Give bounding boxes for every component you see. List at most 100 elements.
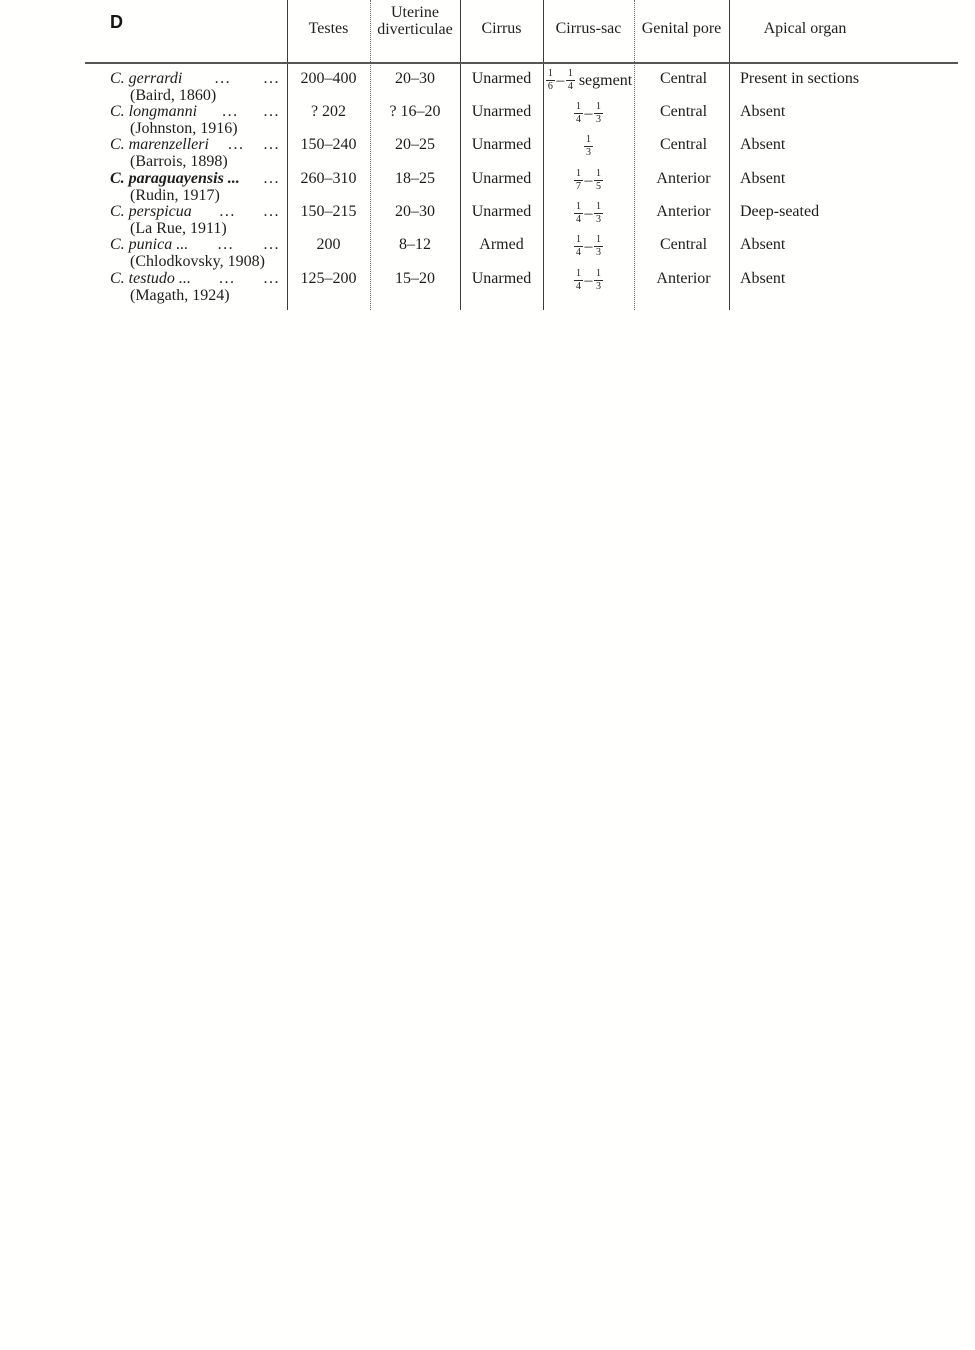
header-uterine-diverticulae: Uterine diverticulae (377, 4, 453, 38)
header-apical-organ: Apical organ (763, 20, 847, 37)
table-row: C. marenzelleri...... (Barrois, 1898) 15… (0, 134, 975, 170)
cirrus-value: Unarmed (471, 70, 532, 87)
testes-value: 260–310 (300, 170, 357, 187)
species-name-text: C. paraguayensis ... (110, 170, 240, 187)
uterine-diverticulae-value: ? 16–20 (389, 103, 441, 120)
species-name-text: C. gerrardi (110, 70, 183, 87)
uterine-diverticulae-value: 8–12 (399, 236, 431, 253)
apical-organ-value: Absent (740, 170, 786, 187)
apical-organ-value: Absent (740, 236, 786, 253)
table-row: C. punica ......... (Chlodkovsky, 1908) … (0, 234, 975, 270)
apical-organ-value: Absent (740, 103, 786, 120)
species-authority: (Baird, 1860) (130, 86, 217, 104)
genital-pore-value: Central (659, 236, 708, 253)
cirrus-sac-value: 1 4–1 3 (543, 101, 634, 126)
fraction-range-dash: – (584, 238, 593, 256)
cirrus-sac-value: 1 4–1 3 (543, 234, 634, 259)
species-name-text: C. testudo ... (110, 270, 191, 287)
species-authority: (Barrois, 1898) (130, 152, 228, 170)
apical-organ-value: Absent (740, 136, 786, 153)
genital-pore-value: Central (659, 136, 708, 153)
cirrus-value: Unarmed (471, 136, 532, 153)
species-name-text: C. marenzelleri (110, 136, 209, 153)
testes-value: 150–215 (300, 203, 357, 220)
header-cirrus: Cirrus (481, 20, 522, 37)
species-authority: (Rudin, 1917) (130, 186, 220, 204)
leader-dots: ... (263, 70, 280, 87)
uterine-diverticulae-value: 18–25 (395, 170, 435, 187)
testes-value: ? 202 (310, 103, 347, 120)
cirrus-sac-value: 1 7–1 5 (543, 168, 634, 193)
species-name-cell: C. gerrardi...... (110, 70, 280, 87)
column-divider-solid (729, 0, 730, 310)
species-authority: (Chlodkovsky, 1908) (130, 252, 265, 270)
header-testes: Testes (308, 20, 349, 37)
column-divider-solid (460, 0, 461, 310)
column-divider-solid (543, 0, 544, 310)
genital-pore-value: Anterior (656, 170, 711, 187)
column-divider-dotted (370, 0, 371, 310)
uterine-diverticulae-value: 20–30 (395, 70, 435, 87)
species-name-text: C. punica ... (110, 236, 189, 253)
leader-dots: ... (217, 236, 235, 253)
species-name-text: C. perspicua (110, 203, 192, 220)
leader-dots: ... (263, 136, 280, 153)
genital-pore-value: Anterior (656, 270, 711, 287)
apical-organ-value: Deep-seated (740, 203, 820, 220)
uterine-diverticulae-value: 20–30 (395, 203, 435, 220)
page-label-d: D (110, 12, 124, 32)
header-rule (85, 62, 958, 64)
species-name-cell: C. punica ......... (110, 236, 280, 253)
cirrus-value: Unarmed (471, 170, 532, 187)
table-row: C. paraguayensis ...... (Rudin, 1917) 26… (0, 168, 975, 204)
uterine-diverticulae-value: 15–20 (395, 270, 435, 287)
species-name-cell: C. marenzelleri...... (110, 136, 280, 153)
fraction-range-dash: – (556, 72, 565, 90)
header-genital-pore: Genital pore (641, 20, 722, 37)
apical-organ-value: Absent (740, 270, 786, 287)
table-row: C. longmanni...... (Johnston, 1916) ? 20… (0, 101, 975, 137)
leader-dots: ... (222, 103, 239, 120)
column-divider-solid (287, 0, 288, 310)
apical-organ-value: Present in sections (740, 70, 860, 87)
cirrus-value: Unarmed (471, 270, 532, 287)
table-row: C. testudo ......... (Magath, 1924) 125–… (0, 268, 975, 304)
leader-dots: ... (263, 170, 280, 187)
leader-dots: ... (214, 70, 232, 87)
leader-dots: ... (263, 103, 280, 120)
species-name-cell: C. perspicua...... (110, 203, 280, 220)
species-comparison-table: Testes Uterine diverticulae Cirrus Cirru… (0, 0, 975, 330)
cirrus-value: Armed (479, 236, 524, 253)
fraction-range-dash: – (584, 105, 593, 123)
genital-pore-value: Central (659, 70, 708, 87)
cirrus-value: Unarmed (471, 103, 532, 120)
species-authority: (Johnston, 1916) (130, 119, 238, 137)
leader-dots: ... (263, 236, 280, 253)
leader-dots: ... (227, 136, 245, 153)
testes-value: 200 (316, 236, 341, 253)
leader-dots: ... (263, 270, 280, 287)
testes-value: 200–400 (300, 70, 357, 87)
species-authority: (Magath, 1924) (130, 286, 230, 304)
testes-value: 125–200 (300, 270, 357, 287)
table-row: C. perspicua...... (La Rue, 1911) 150–21… (0, 201, 975, 237)
leader-dots: ... (219, 203, 236, 220)
leader-dots: ... (218, 270, 236, 287)
genital-pore-value: Anterior (656, 203, 711, 220)
column-divider-dotted (634, 0, 635, 310)
genital-pore-value: Central (659, 103, 708, 120)
